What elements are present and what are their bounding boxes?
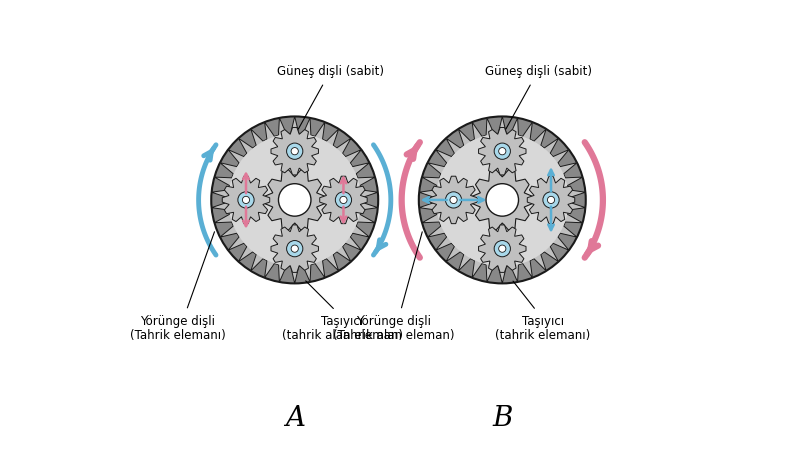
Polygon shape: [478, 128, 526, 175]
Polygon shape: [419, 116, 586, 283]
Polygon shape: [271, 225, 319, 272]
Polygon shape: [478, 225, 526, 272]
Circle shape: [289, 195, 300, 205]
Circle shape: [278, 184, 311, 216]
Circle shape: [491, 188, 513, 211]
Circle shape: [291, 245, 298, 252]
Text: (tahrik elemanı): (tahrik elemanı): [495, 330, 591, 342]
Circle shape: [499, 148, 506, 155]
Text: B: B: [492, 405, 512, 432]
Circle shape: [486, 184, 519, 216]
Circle shape: [287, 143, 303, 159]
Text: Taşıyıcı: Taşıyıcı: [321, 315, 363, 328]
Circle shape: [436, 133, 569, 266]
Circle shape: [543, 192, 559, 208]
Circle shape: [287, 241, 303, 257]
Text: Yörünge dişli: Yörünge dişli: [356, 315, 431, 328]
Circle shape: [499, 245, 506, 252]
Text: (Tahrik alan eleman): (Tahrik alan eleman): [333, 330, 455, 342]
Text: Yörünge dişli: Yörünge dişli: [140, 315, 215, 328]
Circle shape: [340, 196, 347, 203]
Circle shape: [418, 116, 586, 283]
Circle shape: [284, 188, 306, 211]
Circle shape: [548, 196, 555, 203]
Text: (Tahrik elemanı): (Tahrik elemanı): [130, 330, 226, 342]
Circle shape: [291, 148, 298, 155]
Text: Taşıyıcı: Taşıyıcı: [522, 315, 564, 328]
Circle shape: [242, 196, 249, 203]
Polygon shape: [271, 128, 319, 175]
Circle shape: [494, 241, 510, 257]
Circle shape: [446, 192, 461, 208]
Polygon shape: [222, 176, 269, 224]
Circle shape: [494, 143, 510, 159]
Circle shape: [211, 116, 379, 283]
Text: Güneş dişli (sabit): Güneş dişli (sabit): [277, 65, 384, 78]
Polygon shape: [528, 176, 575, 224]
Text: A: A: [285, 405, 304, 432]
Circle shape: [238, 192, 254, 208]
Polygon shape: [211, 116, 378, 283]
Text: Güneş dişli (sabit): Güneş dişli (sabit): [485, 65, 592, 78]
Circle shape: [497, 195, 508, 205]
Circle shape: [336, 192, 351, 208]
Polygon shape: [320, 176, 367, 224]
Text: (tahrik alan eleman): (tahrik alan eleman): [281, 330, 402, 342]
Polygon shape: [472, 170, 533, 230]
Circle shape: [228, 133, 361, 266]
Circle shape: [450, 196, 457, 203]
Polygon shape: [264, 170, 325, 230]
Polygon shape: [430, 176, 477, 224]
